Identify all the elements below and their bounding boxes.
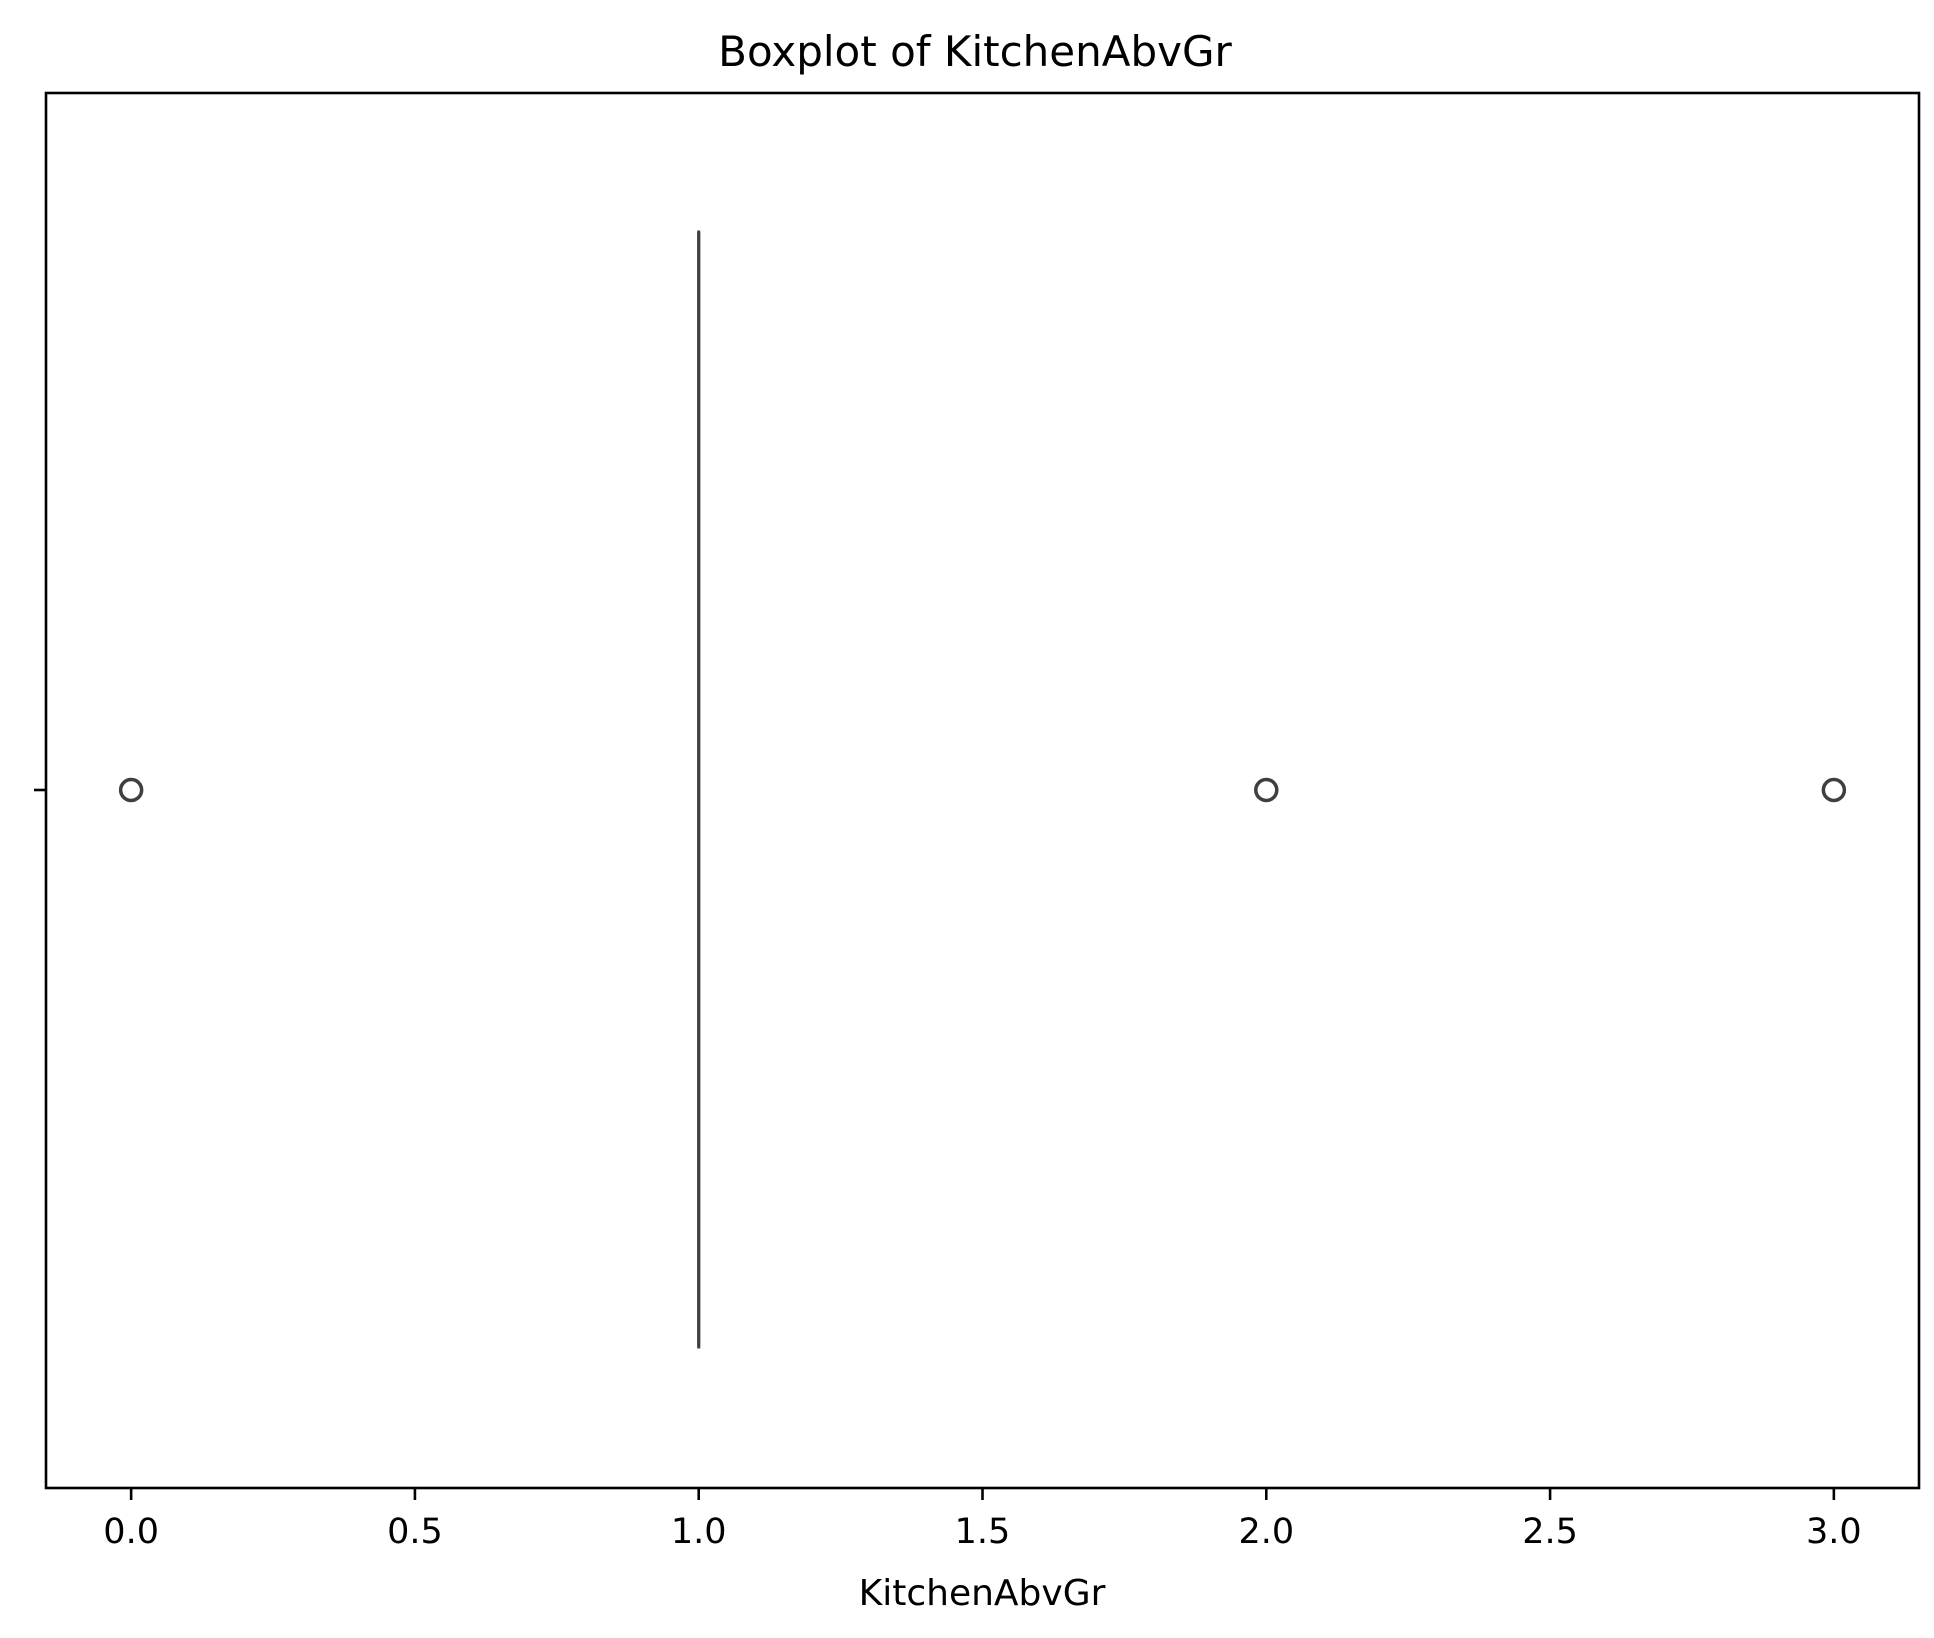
x-tick-label: 2.0 — [1238, 1512, 1294, 1552]
x-tick-label: 1.0 — [671, 1512, 727, 1552]
x-tick-label: 0.5 — [387, 1512, 443, 1552]
chart-title: Boxplot of KitchenAbvGr — [718, 27, 1232, 76]
x-tick-label: 1.5 — [955, 1512, 1011, 1552]
x-tick-label: 3.0 — [1806, 1512, 1862, 1552]
x-tick-label: 0.0 — [103, 1512, 159, 1552]
x-axis-label: KitchenAbvGr — [859, 1573, 1106, 1614]
x-tick-label: 2.5 — [1522, 1512, 1578, 1552]
